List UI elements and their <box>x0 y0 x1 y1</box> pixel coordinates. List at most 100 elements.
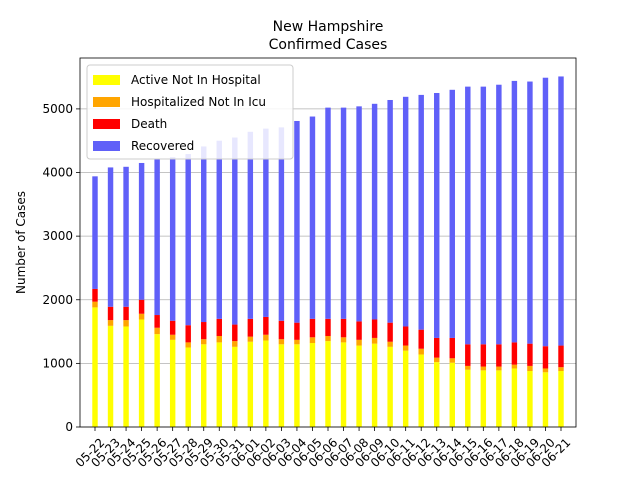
bar-hospitalized-not-in-icu-06-01 <box>247 336 254 342</box>
axes <box>76 57 577 431</box>
bar-death-05-22 <box>92 288 98 302</box>
bar-active-not-in-hospital-05-24 <box>123 326 129 427</box>
bar-death-05-31 <box>232 324 238 342</box>
bar-hospitalized-not-in-icu-05-23 <box>107 320 114 326</box>
bar-hospitalized-not-in-icu-06-08 <box>356 339 362 346</box>
bar-hospitalized-not-in-icu-06-12 <box>418 348 424 355</box>
bar-death-05-30 <box>216 318 222 337</box>
y-tick-label: 5000 <box>42 102 73 116</box>
bar-hospitalized-not-in-icu-06-16 <box>480 366 487 371</box>
bar-stacks <box>92 76 564 427</box>
bar-hospitalized-not-in-icu-05-25 <box>138 313 145 320</box>
bar-recovered-06-06 <box>325 107 331 319</box>
bar-recovered-05-31 <box>232 137 238 325</box>
legend-label: Recovered <box>131 139 194 153</box>
bar-hospitalized-not-in-icu-06-15 <box>465 365 471 370</box>
bar-recovered-05-30 <box>216 140 222 319</box>
bar-death-06-14 <box>449 337 455 359</box>
bar-active-not-in-hospital-06-17 <box>496 370 502 427</box>
bar-recovered-06-01 <box>247 131 254 319</box>
bar-active-not-in-hospital-06-16 <box>480 370 487 427</box>
bar-hospitalized-not-in-icu-06-18 <box>511 364 518 369</box>
bar-active-not-in-hospital-05-30 <box>216 342 222 427</box>
bar-active-not-in-hospital-06-01 <box>247 341 254 427</box>
y-tick-label: 4000 <box>42 166 73 180</box>
bar-recovered-06-15 <box>465 86 471 345</box>
bar-death-06-21 <box>558 345 564 368</box>
bar-recovered-06-09 <box>371 103 378 320</box>
bar-recovered-05-29 <box>201 146 207 323</box>
bar-death-06-20 <box>542 346 549 369</box>
bar-death-06-13 <box>434 337 440 358</box>
bar-active-not-in-hospital-05-27 <box>169 339 176 427</box>
bar-hospitalized-not-in-icu-05-29 <box>201 339 207 345</box>
bar-recovered-06-02 <box>263 128 269 317</box>
bar-hospitalized-not-in-icu-06-02 <box>263 334 269 341</box>
bar-recovered-05-24 <box>123 166 129 307</box>
y-tick-labels: 0 1000 2000 3000 4000 5000 <box>42 102 73 434</box>
bar-death-05-28 <box>185 325 191 343</box>
legend-label: Hospitalized Not In Icu <box>131 95 266 109</box>
bar-active-not-in-hospital-06-14 <box>449 362 455 427</box>
bar-recovered-06-05 <box>309 116 316 319</box>
legend-label: Active Not In Hospital <box>131 73 261 87</box>
bar-recovered-05-27 <box>169 157 176 321</box>
bar-recovered-06-21 <box>558 76 564 346</box>
bar-active-not-in-hospital-05-31 <box>232 346 238 427</box>
bar-active-not-in-hospital-06-21 <box>558 371 564 427</box>
bar-hospitalized-not-in-icu-06-06 <box>325 336 331 342</box>
bar-death-06-08 <box>356 321 362 340</box>
y-tick-label: 0 <box>65 420 73 434</box>
bar-hospitalized-not-in-icu-05-22 <box>92 301 98 308</box>
bar-hospitalized-not-in-icu-05-24 <box>123 320 129 327</box>
bar-hospitalized-not-in-icu-06-20 <box>542 368 549 373</box>
bar-recovered-06-12 <box>418 94 424 330</box>
bar-recovered-05-23 <box>107 167 114 307</box>
y-tick-label: 2000 <box>42 293 73 307</box>
bar-active-not-in-hospital-06-06 <box>325 341 331 427</box>
bar-recovered-06-10 <box>387 99 393 323</box>
bar-hospitalized-not-in-icu-06-05 <box>309 337 316 344</box>
bar-death-06-16 <box>480 344 487 367</box>
bar-death-05-26 <box>154 315 160 328</box>
bar-active-not-in-hospital-06-04 <box>294 344 300 427</box>
bar-death-06-10 <box>387 322 393 342</box>
bar-active-not-in-hospital-06-19 <box>527 371 533 427</box>
bar-recovered-06-18 <box>511 80 518 343</box>
bar-active-not-in-hospital-05-26 <box>154 334 160 427</box>
bar-active-not-in-hospital-06-05 <box>309 343 316 427</box>
bar-active-not-in-hospital-06-09 <box>371 343 378 427</box>
bar-active-not-in-hospital-06-07 <box>340 342 347 427</box>
bar-hospitalized-not-in-icu-06-04 <box>294 339 300 345</box>
bar-active-not-in-hospital-06-02 <box>263 340 269 427</box>
bar-active-not-in-hospital-05-22 <box>92 307 98 427</box>
bar-hospitalized-not-in-icu-06-17 <box>496 366 502 371</box>
bar-death-05-23 <box>107 306 114 321</box>
bar-hospitalized-not-in-icu-06-07 <box>340 337 347 343</box>
bar-hospitalized-not-in-icu-05-27 <box>169 334 176 340</box>
legend-swatch <box>93 141 120 151</box>
bar-recovered-06-03 <box>278 127 285 321</box>
legend-label: Death <box>131 117 167 131</box>
bar-hospitalized-not-in-icu-06-11 <box>402 345 409 351</box>
bar-active-not-in-hospital-06-20 <box>542 372 549 427</box>
bar-recovered-05-22 <box>92 176 98 289</box>
x-tick-labels: 05-2205-2305-2405-2505-2605-2705-2805-29… <box>73 435 574 470</box>
y-tick-label: 1000 <box>42 356 73 370</box>
bar-recovered-06-16 <box>480 86 487 345</box>
bar-active-not-in-hospital-06-18 <box>511 368 518 427</box>
bar-death-06-01 <box>247 318 254 337</box>
bar-death-06-17 <box>496 344 502 367</box>
bar-hospitalized-not-in-icu-06-10 <box>387 341 393 347</box>
bar-death-06-04 <box>294 322 300 340</box>
bar-death-05-24 <box>123 306 129 321</box>
bar-active-not-in-hospital-06-03 <box>278 344 285 427</box>
bar-hospitalized-not-in-icu-06-14 <box>449 358 455 363</box>
bar-death-06-07 <box>340 318 347 338</box>
bar-recovered-06-04 <box>294 120 300 323</box>
bar-death-06-19 <box>527 343 533 366</box>
bar-hospitalized-not-in-icu-06-09 <box>371 337 378 344</box>
legend-swatch <box>93 119 120 129</box>
bar-active-not-in-hospital-06-13 <box>434 362 440 427</box>
